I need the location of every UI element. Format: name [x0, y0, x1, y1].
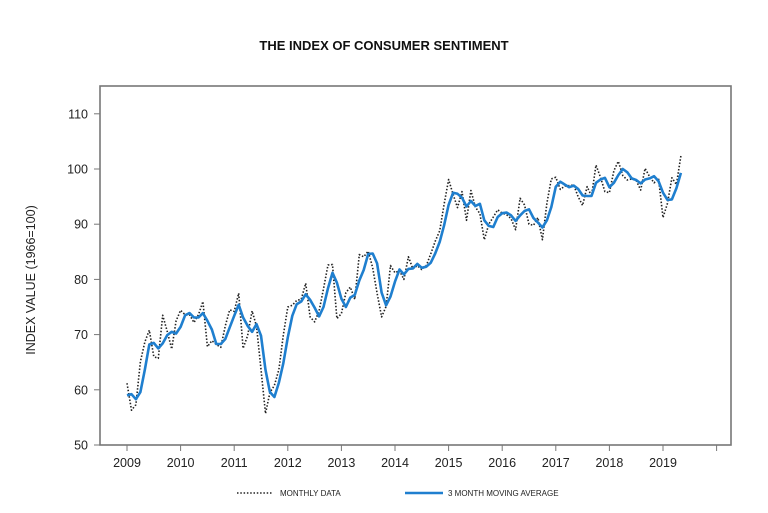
monthly-data-line — [126, 155, 682, 415]
x-tick-label: 2019 — [649, 456, 677, 470]
plot-frame — [99, 85, 732, 446]
x-tick-label: 2013 — [327, 456, 355, 470]
x-axis: 2009 2010 2011 2012 2013 2014 2015 2016 2017 2018… — [113, 445, 718, 470]
series-group — [126, 155, 683, 415]
y-tick-label: 70 — [74, 328, 88, 342]
chart-title: THE INDEX OF CONSUMER SENTIMENT — [259, 38, 508, 53]
x-tick-label: 2011 — [221, 456, 248, 470]
x-tick-label: 2015 — [435, 456, 463, 470]
x-tick-label: 2014 — [381, 456, 409, 470]
x-tick-label: 2009 — [113, 456, 141, 470]
y-tick-label: 90 — [74, 218, 88, 232]
y-axis: 50 60 70 80 90 100 110 — [67, 107, 100, 453]
y-tick-label: 60 — [74, 383, 88, 397]
x-tick-label: 2018 — [595, 456, 623, 470]
x-tick-label: 2010 — [167, 456, 195, 470]
y-axis-label: INDEX VALUE (1966=100) — [24, 205, 38, 355]
legend-label-average: 3 MONTH MOVING AVERAGE — [448, 489, 559, 498]
x-tick-label: 2012 — [274, 456, 302, 470]
x-tick-label: 2017 — [542, 456, 570, 470]
moving-average-line — [126, 167, 683, 401]
y-tick-label: 50 — [74, 439, 88, 453]
legend: MONTHLY DATA 3 MONTH MOVING AVERAGE — [237, 489, 559, 498]
y-tick-label: 110 — [68, 107, 88, 121]
y-tick-label: 80 — [74, 273, 88, 287]
y-tick-label: 100 — [67, 163, 88, 177]
legend-label-monthly: MONTHLY DATA — [280, 489, 341, 498]
x-tick-label: 2016 — [488, 456, 516, 470]
